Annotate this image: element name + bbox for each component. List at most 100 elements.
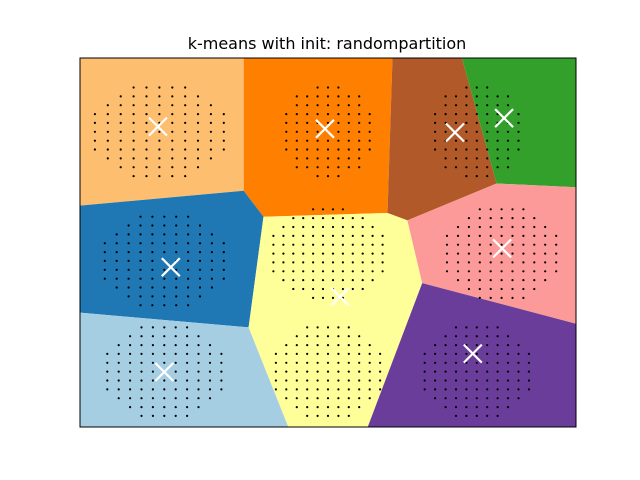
data-point <box>454 139 458 142</box>
data-point <box>117 361 120 364</box>
data-point <box>496 139 499 142</box>
data-point <box>489 208 492 211</box>
region-yellow <box>248 213 423 427</box>
data-point <box>163 224 166 227</box>
data-point <box>158 130 161 133</box>
data-point <box>434 139 437 142</box>
data-point <box>361 261 364 264</box>
data-point <box>506 104 510 107</box>
data-point <box>444 166 447 169</box>
data-point <box>316 406 319 409</box>
data-point <box>341 234 344 237</box>
data-point <box>500 296 503 299</box>
data-point <box>295 406 298 409</box>
data-point <box>456 261 460 264</box>
data-point <box>272 261 275 264</box>
centroid-marker <box>463 343 483 364</box>
data-point <box>145 121 148 124</box>
data-point <box>186 352 189 355</box>
centroid-marker <box>154 362 175 382</box>
data-point <box>368 121 371 124</box>
data-point <box>163 414 166 417</box>
data-point <box>465 175 468 178</box>
data-point <box>292 261 295 264</box>
data-point <box>196 166 200 169</box>
data-point <box>347 344 350 347</box>
data-point <box>511 217 514 220</box>
data-point <box>511 279 514 282</box>
data-point <box>506 344 510 347</box>
data-point <box>184 175 187 178</box>
data-point <box>158 148 161 151</box>
data-point <box>533 287 536 291</box>
data-point <box>198 233 202 236</box>
data-point <box>506 157 510 160</box>
data-point <box>444 352 447 355</box>
data-point <box>184 148 187 151</box>
data-point <box>220 370 223 373</box>
data-point <box>316 370 319 373</box>
data-point <box>151 406 154 409</box>
data-point <box>454 113 458 116</box>
data-point <box>285 370 288 373</box>
data-point <box>312 217 315 220</box>
data-point <box>326 414 330 417</box>
data-point <box>506 95 510 98</box>
data-point <box>486 157 489 160</box>
data-point <box>145 113 148 116</box>
data-point <box>331 261 335 264</box>
data-point <box>295 130 298 133</box>
data-point <box>222 251 225 254</box>
data-point <box>347 414 350 417</box>
data-point <box>174 370 177 373</box>
data-point <box>151 335 154 338</box>
data-point <box>347 130 350 133</box>
data-point <box>132 166 135 169</box>
data-point <box>434 130 437 133</box>
data-point <box>198 295 202 298</box>
data-point <box>321 217 325 220</box>
data-point <box>312 261 315 264</box>
data-point <box>163 335 166 338</box>
data-point <box>145 175 148 178</box>
data-point <box>478 208 481 211</box>
data-point <box>341 279 344 282</box>
data-point <box>337 157 340 160</box>
data-point <box>326 406 330 409</box>
data-point <box>222 148 225 151</box>
data-point <box>517 139 520 142</box>
data-point <box>467 234 470 237</box>
data-point <box>321 296 325 299</box>
data-point <box>222 259 225 262</box>
data-point <box>316 113 319 116</box>
data-point <box>316 335 319 338</box>
data-point <box>186 379 189 382</box>
data-point <box>337 104 340 107</box>
data-point <box>337 388 340 391</box>
data-point <box>316 104 319 107</box>
data-point <box>522 208 525 211</box>
data-point <box>326 388 330 391</box>
data-point <box>306 397 309 400</box>
data-point <box>210 268 213 271</box>
data-point <box>196 130 200 133</box>
data-point <box>544 225 547 229</box>
data-point <box>486 139 489 142</box>
data-point <box>302 270 305 273</box>
data-point <box>139 233 142 236</box>
data-point <box>465 397 468 400</box>
data-point <box>361 252 364 255</box>
data-point <box>209 130 212 133</box>
data-point <box>506 130 510 133</box>
data-point <box>174 397 177 400</box>
data-point <box>184 104 187 107</box>
data-point <box>321 287 325 291</box>
data-point <box>337 130 340 133</box>
data-point <box>358 104 361 107</box>
data-point <box>358 361 361 364</box>
data-point <box>132 121 135 124</box>
data-point <box>198 224 202 227</box>
data-point <box>175 242 178 245</box>
data-point <box>158 166 161 169</box>
data-point <box>171 121 174 124</box>
